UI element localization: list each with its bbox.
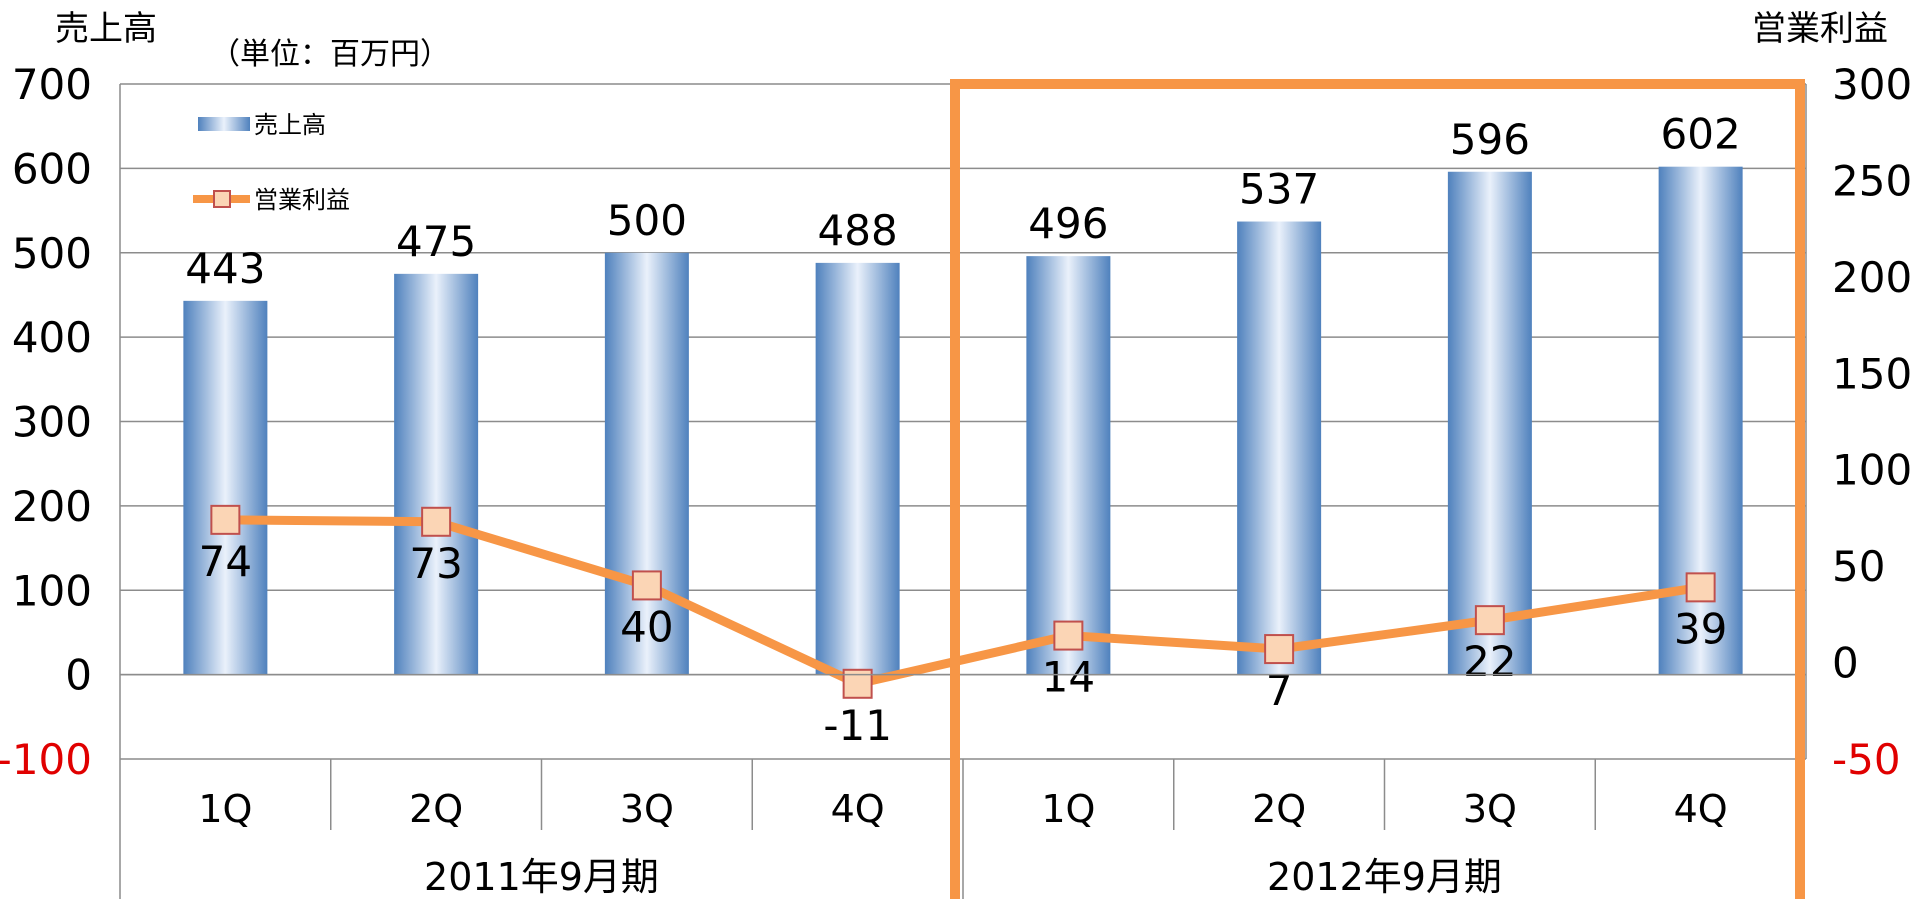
legend-line-label: 営業利益 — [254, 186, 350, 214]
y-left-tick-label: 500 — [12, 229, 92, 278]
x-category-label: 4Q — [831, 787, 885, 831]
y-right-tick-label: 250 — [1832, 156, 1912, 205]
line-value-label: 7 — [1266, 666, 1293, 715]
bar-value-label: 488 — [818, 206, 898, 255]
y-right-tick-label: 200 — [1832, 253, 1912, 302]
line-value-label: 14 — [1042, 653, 1095, 702]
line-marker — [631, 570, 662, 601]
line-value-label: 73 — [409, 539, 462, 588]
y-left-tick-label: 200 — [12, 482, 92, 531]
bar-value-label: 475 — [396, 217, 476, 266]
y-left-tick-label: 700 — [12, 60, 92, 109]
bar — [394, 273, 479, 675]
x-category-label: 2Q — [1252, 787, 1306, 831]
bar — [604, 252, 689, 675]
line-value-label: 74 — [199, 537, 252, 586]
y-left-tick-label: 100 — [12, 566, 92, 615]
y-right-tick-label: 150 — [1832, 349, 1912, 398]
highlight-box — [950, 79, 1805, 899]
line-marker — [1053, 620, 1084, 651]
x-category-label: 1Q — [198, 787, 252, 831]
x-group-label: 2011年9月期 — [424, 855, 659, 899]
y-right-tick-label: 50 — [1832, 542, 1885, 591]
line-marker — [1264, 634, 1295, 665]
y-right-tick-label: 300 — [1832, 60, 1912, 109]
x-category-label: 3Q — [620, 787, 674, 831]
bar — [1447, 171, 1532, 675]
y-left-tick-label: 400 — [12, 313, 92, 362]
x-group-label: 2012年9月期 — [1267, 855, 1502, 899]
bar — [815, 262, 900, 675]
line-value-label: 40 — [620, 602, 673, 651]
y-right-title: 営業利益 — [1752, 9, 1888, 49]
bar-value-label: 496 — [1028, 199, 1108, 248]
legend-bar-label: 売上高 — [254, 111, 326, 139]
line-value-label: 22 — [1463, 637, 1516, 686]
line-marker — [421, 506, 452, 537]
line-series — [225, 515, 1702, 689]
bar-value-label: 596 — [1450, 115, 1530, 164]
y-left-title: 売上高 — [55, 9, 157, 49]
legend: 売上高 営業利益 — [193, 111, 350, 214]
line-marker — [1474, 605, 1505, 636]
bar-value-label: 602 — [1661, 110, 1741, 159]
y-right-tick-label: -50 — [1832, 735, 1901, 784]
bar-value-label: 537 — [1239, 165, 1319, 214]
x-category-label: 4Q — [1674, 787, 1728, 831]
bar-value-label: 443 — [185, 244, 265, 293]
line-marker — [210, 504, 241, 535]
line-value-label: 39 — [1674, 604, 1727, 653]
y-left-tick-label: -100 — [0, 735, 92, 784]
bar-value-label: 500 — [607, 196, 687, 245]
x-category-label: 2Q — [409, 787, 463, 831]
bar — [1026, 256, 1111, 675]
legend-line-marker — [213, 190, 231, 208]
y-left-tick-label: 300 — [12, 398, 92, 447]
y-right-tick-label: 0 — [1832, 639, 1859, 688]
unit-note: （単位：百万円） — [210, 37, 450, 72]
y-left-tick-label: 0 — [65, 651, 92, 700]
x-category-label: 1Q — [1041, 787, 1095, 831]
y-left-tick-label: 600 — [12, 144, 92, 193]
line-value-label: -11 — [823, 701, 892, 750]
bar — [1237, 221, 1322, 675]
legend-bar-swatch — [198, 117, 250, 131]
y-right-tick-label: 100 — [1832, 446, 1912, 495]
x-category-label: 3Q — [1463, 787, 1517, 831]
line-marker — [1685, 572, 1716, 603]
bar — [183, 300, 268, 675]
